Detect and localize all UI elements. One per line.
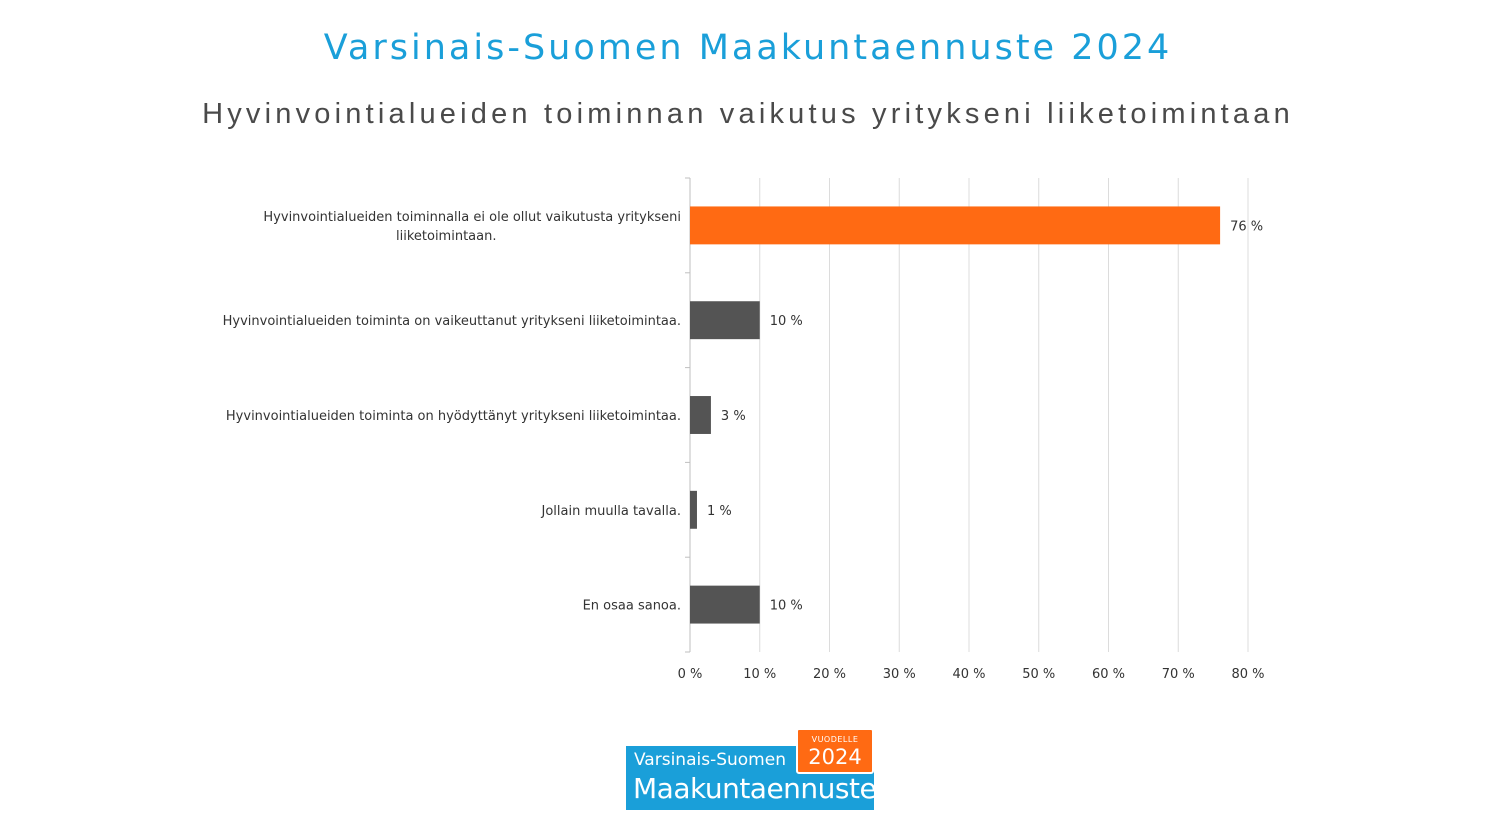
x-tick-label: 0 % <box>678 667 703 682</box>
bar <box>690 396 711 434</box>
chart-title: Varsinais-Suomen Maakuntaennuste 2024 <box>323 28 1173 68</box>
bar-chart: 0 % 10 % 20 % 30 % 40 % 50 % 60 % 70 % 80 % 76 % H… <box>223 177 1265 682</box>
category-label-line: liiketoimintaan. <box>396 229 496 244</box>
chart-subtitle: Hyvinvointialueiden toiminnan vaikutus y… <box>202 98 1294 130</box>
bar <box>690 301 760 340</box>
x-tick-label: 30 % <box>883 667 916 682</box>
bar <box>690 206 1221 245</box>
x-tick-label: 10 % <box>743 667 776 682</box>
category-label-line: Hyvinvointialueiden toiminta on hyödyttä… <box>226 409 681 424</box>
category-label: Jollain muulla tavalla. <box>541 504 681 519</box>
data-label: 10 % <box>770 599 803 614</box>
logo-badge-caption: VUODELLE <box>811 735 859 744</box>
x-tick-label: 40 % <box>952 667 985 682</box>
maakuntaennuste-logo: Varsinais-Suomen Maakuntaennuste VUODELL… <box>626 728 877 812</box>
x-tick-label: 70 % <box>1162 667 1195 682</box>
category-label-line: Hyvinvointialueiden toiminta on vaikeutt… <box>223 314 681 329</box>
logo-text-name: Maakuntaennuste <box>633 772 877 805</box>
category-label: Hyvinvointialueiden toiminta on hyödyttä… <box>226 409 681 424</box>
x-tick-label: 20 % <box>813 667 846 682</box>
x-tick-label: 80 % <box>1231 667 1264 682</box>
logo-text-region: Varsinais-Suomen <box>634 750 786 770</box>
category-label: En osaa sanoa. <box>583 599 681 614</box>
data-label: 3 % <box>721 409 746 424</box>
category-label: Hyvinvointialueiden toiminta on vaikeutt… <box>223 314 681 329</box>
data-label: 76 % <box>1230 219 1263 234</box>
bar <box>690 585 760 624</box>
category-label-line: Hyvinvointialueiden toiminnalla ei ole o… <box>263 210 681 225</box>
data-label: 1 % <box>707 504 732 519</box>
x-tick-label: 50 % <box>1022 667 1055 682</box>
category-label-line: En osaa sanoa. <box>583 599 681 614</box>
category-label-line: Jollain muulla tavalla. <box>541 504 681 519</box>
bar <box>690 490 697 529</box>
x-tick-label: 60 % <box>1092 667 1125 682</box>
category-label: Hyvinvointialueiden toiminnalla ei ole o… <box>263 210 681 244</box>
logo-year-badge: VUODELLE 2024 <box>796 728 874 774</box>
data-label: 10 % <box>770 314 803 329</box>
logo-badge-year: 2024 <box>808 745 862 769</box>
